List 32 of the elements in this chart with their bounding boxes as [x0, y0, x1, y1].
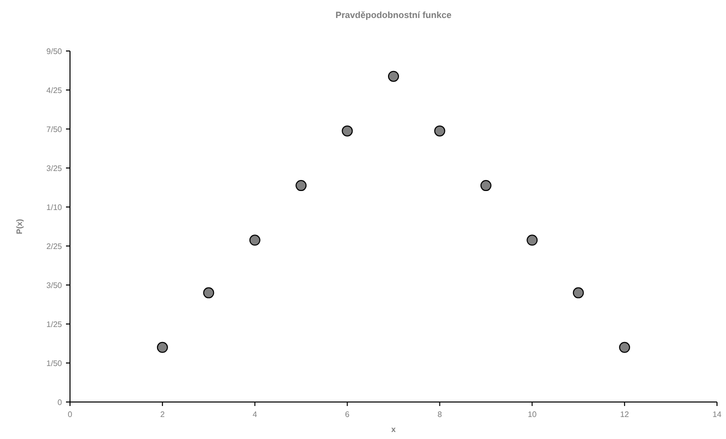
point — [388, 70, 399, 82]
y-axis-title: P(x) — [15, 218, 24, 234]
point — [342, 125, 353, 136]
y-tick-label: 0 — [58, 398, 63, 407]
x-tick-label: 2 — [160, 410, 166, 419]
point — [203, 287, 214, 298]
x-tick-label: 12 — [620, 410, 630, 419]
point — [572, 287, 584, 298]
x-tick-label: 10 — [528, 410, 538, 419]
point — [249, 234, 260, 246]
y-tick-label: 1/25 — [46, 320, 63, 329]
x-axis-title: x — [391, 425, 396, 434]
chart-title: Pravděpodobnostní funkce — [335, 10, 452, 20]
y-tick-label: 3/25 — [46, 164, 63, 173]
point — [526, 234, 538, 246]
point — [619, 342, 630, 353]
x-tick-label: 8 — [437, 410, 442, 419]
point — [156, 342, 168, 353]
y-tick-label: 2/25 — [46, 242, 63, 251]
y-tick-label: 3/50 — [46, 280, 63, 290]
x-tick-label: 14 — [712, 410, 722, 419]
point — [434, 125, 446, 136]
y-tick-label: 1/10 — [46, 202, 63, 212]
point — [296, 180, 307, 192]
x-tick-label: 0 — [68, 410, 73, 419]
x-tick-label: 4 — [252, 410, 258, 419]
y-tick-label: 1/50 — [46, 358, 63, 368]
y-tick-label: 4/25 — [46, 86, 63, 95]
y-tick-label: 7/50 — [46, 124, 63, 134]
x-tick-label: 6 — [345, 410, 350, 419]
y-tick-label: 9/50 — [46, 46, 63, 56]
point — [480, 180, 492, 192]
